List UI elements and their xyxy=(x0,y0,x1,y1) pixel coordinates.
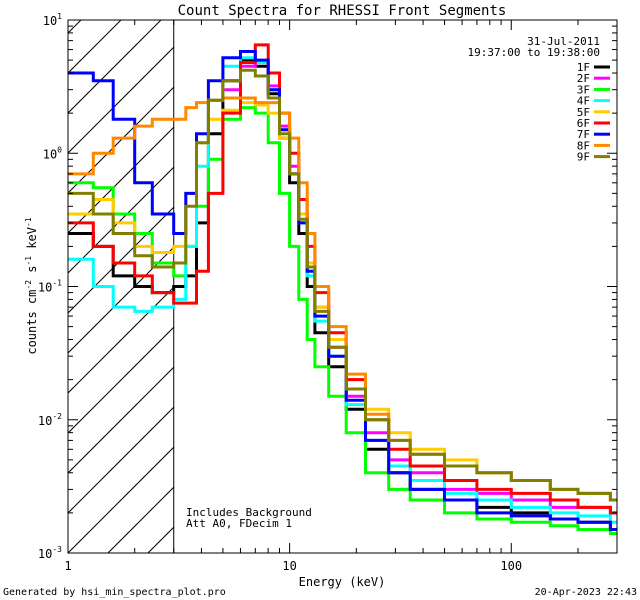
series-9F-line xyxy=(68,68,617,502)
legend-label: 6F xyxy=(577,117,590,130)
legend-label: 1F xyxy=(577,61,590,74)
y-label-part: keV xyxy=(25,227,39,256)
y-tick-label: 10-1 xyxy=(38,279,62,295)
x-tick-label: 100 xyxy=(500,559,522,573)
time-range-label: 19:37:00 to 19:38:00 xyxy=(468,46,600,59)
y-tick-label: 10-2 xyxy=(38,412,62,428)
legend-label: 2F xyxy=(577,72,590,85)
legend-label: 4F xyxy=(577,95,590,108)
annotation-line: Att A0, FDecim 1 xyxy=(186,517,292,530)
legend-label: 5F xyxy=(577,106,590,119)
series-6F-line xyxy=(68,43,617,515)
y-axis-label: counts cm-2 s-1 keV-1 xyxy=(24,217,39,354)
footer-generator: Generated by hsi_min_spectra_plot.pro xyxy=(3,587,226,598)
hatch-line xyxy=(68,46,174,154)
hatch-line xyxy=(348,0,640,553)
y-axis: 10-3 10-2 10-1 100 101 xyxy=(38,12,617,561)
y-label-exp: -1 xyxy=(24,256,33,266)
hatch-line xyxy=(68,86,174,194)
x-tick-label: 10 xyxy=(282,559,296,573)
hatch-line xyxy=(68,446,174,553)
hatch-line xyxy=(68,206,174,314)
series-5F-line xyxy=(68,101,617,502)
y-tick-label: 101 xyxy=(43,12,62,28)
date-label: 31-Jul-2011 xyxy=(527,35,600,48)
hatch-line xyxy=(188,0,640,553)
hatch-line xyxy=(68,406,174,514)
series-1F-line xyxy=(68,58,617,531)
excluded-energy-hatch xyxy=(68,0,640,553)
hatch-line xyxy=(68,20,162,114)
hatch-line xyxy=(68,366,174,474)
x-tick-label: 1 xyxy=(64,559,71,573)
hatch-line xyxy=(68,326,174,434)
y-tick-label: 10-3 xyxy=(38,545,62,561)
x-axis: 1 10 100 xyxy=(64,20,618,573)
y-tick-label: 100 xyxy=(43,145,62,161)
series-8F-line xyxy=(68,96,617,502)
series-group xyxy=(68,43,617,535)
legend-label: 8F xyxy=(577,139,590,152)
hatch-line xyxy=(68,286,174,394)
legend-label: 9F xyxy=(577,151,590,164)
y-label-part: s xyxy=(25,266,39,280)
series-7F-line xyxy=(68,50,617,531)
x-axis-label: Energy (keV) xyxy=(299,575,386,589)
legend-label: 7F xyxy=(577,128,590,141)
y-label-exp: -2 xyxy=(24,280,33,290)
y-label-part: counts cm xyxy=(25,290,39,355)
hatch-line xyxy=(68,20,122,74)
legend-label: 3F xyxy=(577,83,590,96)
series-3F-line xyxy=(68,106,617,535)
y-label-exp: -1 xyxy=(24,217,33,227)
hatch-line xyxy=(68,246,174,354)
annotation-line: Includes Background xyxy=(186,506,312,519)
hatch-line xyxy=(68,166,174,274)
footer-timestamp: 20-Apr-2023 22:43 xyxy=(535,587,637,598)
hatch-line xyxy=(308,0,640,553)
chart-title: Count Spectra for RHESSI Front Segments xyxy=(178,3,507,19)
